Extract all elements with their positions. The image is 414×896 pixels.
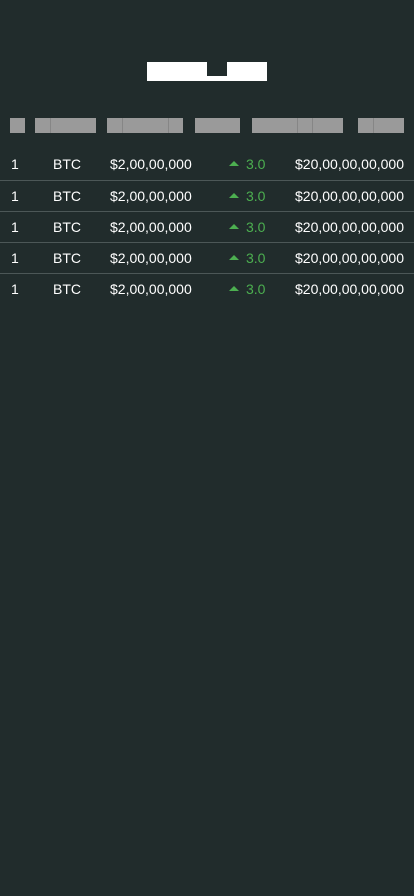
change-value: 3.0 — [246, 250, 266, 266]
arrow-up-icon — [229, 223, 239, 229]
price-cell: $2,00,00,000 — [110, 188, 192, 204]
coin-list: 1 BTC $2,00,00,000 3.0 $20,00,00,00,000 … — [0, 149, 414, 304]
change-value: 3.0 — [246, 281, 266, 297]
price-cell: $2,00,00,000 — [110, 156, 192, 172]
table-header — [0, 118, 414, 133]
symbol-cell: BTC — [53, 156, 81, 172]
header-price-placeholder — [107, 118, 183, 133]
symbol-cell: BTC — [53, 188, 81, 204]
arrow-up-icon — [229, 254, 239, 260]
header-separator — [297, 118, 298, 133]
market-cap-cell: $20,00,00,00,000 — [295, 219, 404, 235]
header-separator — [373, 118, 374, 133]
app-logo — [147, 62, 267, 81]
rank-cell: 1 — [11, 281, 19, 297]
header-name-placeholder — [35, 118, 96, 133]
header-separator — [168, 118, 169, 133]
symbol-cell: BTC — [53, 219, 81, 235]
change-value: 3.0 — [246, 219, 266, 235]
change-cell: 3.0 — [229, 149, 265, 180]
change-value: 3.0 — [246, 188, 266, 204]
change-cell: 3.0 — [229, 181, 265, 212]
header-rank-placeholder — [10, 118, 25, 133]
table-row[interactable]: 1 BTC $2,00,00,000 3.0 $20,00,00,00,000 — [0, 180, 414, 211]
market-cap-cell: $20,00,00,00,000 — [295, 281, 404, 297]
market-cap-cell: $20,00,00,00,000 — [295, 188, 404, 204]
price-cell: $2,00,00,000 — [110, 281, 192, 297]
change-cell: 3.0 — [229, 212, 265, 243]
rank-cell: 1 — [11, 188, 19, 204]
symbol-cell: BTC — [53, 250, 81, 266]
symbol-cell: BTC — [53, 281, 81, 297]
arrow-up-icon — [229, 285, 239, 291]
header-separator — [50, 118, 51, 133]
arrow-up-icon — [229, 192, 239, 198]
header-extra-placeholder — [358, 118, 404, 133]
rank-cell: 1 — [11, 250, 19, 266]
change-cell: 3.0 — [229, 243, 265, 274]
rank-cell: 1 — [11, 156, 19, 172]
market-cap-cell: $20,00,00,00,000 — [295, 250, 404, 266]
table-row[interactable]: 1 BTC $2,00,00,000 3.0 $20,00,00,00,000 — [0, 242, 414, 273]
market-cap-cell: $20,00,00,00,000 — [295, 156, 404, 172]
header-separator — [312, 118, 313, 133]
table-row[interactable]: 1 BTC $2,00,00,000 3.0 $20,00,00,00,000 — [0, 149, 414, 180]
header-change-placeholder — [195, 118, 240, 133]
price-cell: $2,00,00,000 — [110, 219, 192, 235]
price-cell: $2,00,00,000 — [110, 250, 192, 266]
logo-notch — [207, 62, 227, 76]
table-row[interactable]: 1 BTC $2,00,00,000 3.0 $20,00,00,00,000 — [0, 211, 414, 242]
arrow-up-icon — [229, 160, 239, 166]
change-value: 3.0 — [246, 156, 266, 172]
header-separator — [122, 118, 123, 133]
table-row[interactable]: 1 BTC $2,00,00,000 3.0 $20,00,00,00,000 — [0, 273, 414, 304]
rank-cell: 1 — [11, 219, 19, 235]
change-cell: 3.0 — [229, 274, 265, 305]
